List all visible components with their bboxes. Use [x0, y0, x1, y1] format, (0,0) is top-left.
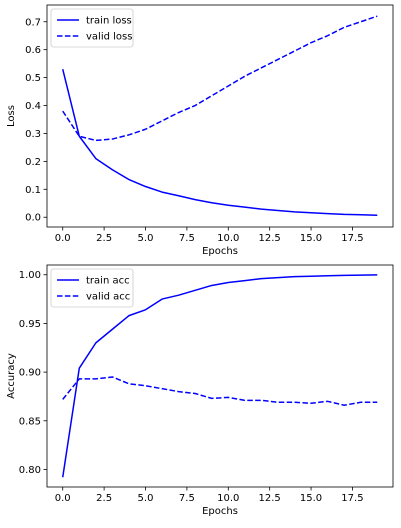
x-tick-label: 17.5	[341, 493, 363, 504]
legend-box	[50, 268, 134, 308]
y-tick-label: 0.7	[25, 17, 41, 28]
x-tick-label: 12.5	[259, 233, 281, 244]
y-tick-label: 0.1	[25, 185, 41, 196]
y-axis-title: Accuracy	[6, 353, 17, 399]
y-tick-label: 0.90	[19, 368, 41, 379]
y-axis-title: Loss	[6, 105, 17, 127]
chart-accuracy: 0.0 2.5 5.0 7.5 10.0 12.5 15.0 17.5 0.80 0.85 0.90…	[6, 264, 394, 517]
y-tick-label: 0.6	[25, 45, 41, 56]
x-tick-label: 7.5	[179, 493, 195, 504]
x-tick-label: 2.5	[96, 493, 112, 504]
y-tick-label: 0.4	[25, 101, 41, 112]
legend-label: valid loss	[86, 32, 132, 43]
y-tick-label: 1.00	[19, 270, 41, 281]
legend-label: train loss	[86, 16, 132, 27]
series-line-valid-loss	[62, 15, 378, 142]
y-tick-label: 0.0	[25, 213, 41, 224]
legend: train acc valid acc	[50, 268, 134, 308]
y-tick-label: 0.85	[19, 416, 41, 427]
x-axis-title: Epochs	[202, 506, 238, 517]
y-tick-label: 0.95	[19, 319, 41, 330]
x-tick-label: 10.0	[217, 493, 239, 504]
x-tick-label: 7.5	[179, 233, 195, 244]
x-tick-label: 15.0	[300, 233, 322, 244]
x-tick-label: 12.5	[259, 493, 281, 504]
series-line-train-loss	[62, 69, 378, 217]
x-tick-label: 2.5	[96, 233, 112, 244]
x-tick-label: 5.0	[138, 233, 154, 244]
legend-box	[50, 8, 134, 48]
y-tick-label: 0.80	[19, 465, 41, 476]
plot-frame	[46, 4, 394, 228]
x-tick-label: 17.5	[341, 233, 363, 244]
y-tick-label: 0.2	[25, 157, 41, 168]
y-tick-label: 0.3	[25, 129, 41, 140]
series-line-train-acc	[61, 274, 378, 478]
series-line-valid-acc	[62, 376, 378, 406]
plot-frame	[46, 264, 394, 488]
x-axis-title: Epochs	[202, 246, 238, 257]
x-tick-label: 0.0	[55, 233, 71, 244]
y-tick-label: 0.5	[25, 73, 41, 84]
legend: train loss valid loss	[50, 8, 134, 48]
legend-label: valid acc	[86, 292, 130, 303]
x-tick-label: 0.0	[55, 493, 71, 504]
legend-label: train acc	[86, 276, 130, 287]
x-tick-label: 15.0	[300, 493, 322, 504]
x-tick-label: 5.0	[138, 493, 154, 504]
x-tick-label: 10.0	[217, 233, 239, 244]
chart-loss: 0.0 2.5 5.0 7.5 10.0 12.5 15.0 17.5 0.0 0.1 0.2 0.3…	[6, 4, 394, 257]
